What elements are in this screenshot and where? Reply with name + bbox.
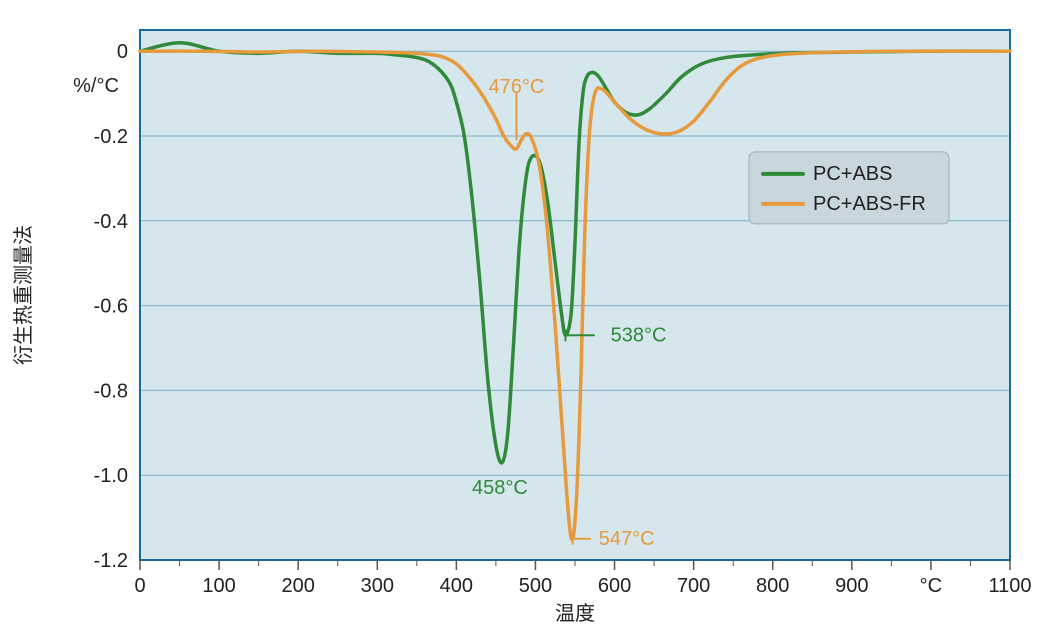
- y-tick-label: -1.0: [94, 465, 128, 487]
- x-tick-label: 800: [756, 575, 789, 597]
- peak-annotation: 538°C: [611, 324, 667, 346]
- dtg-chart-container: 0 100 200 300 400 500 600 700 800 900 °C 1100 0 -0.2 -…: [0, 0, 1051, 640]
- y-unit-label: %/°C: [73, 75, 119, 97]
- y-tick-label: -0.2: [94, 126, 128, 148]
- x-tick-label: 900: [835, 575, 868, 597]
- x-tick-label: °C: [920, 575, 942, 597]
- x-tick-label: 500: [519, 575, 552, 597]
- x-tick-label: 600: [598, 575, 631, 597]
- y-tick-label: -0.4: [94, 211, 128, 233]
- legend-label: PC+ABS: [813, 163, 892, 185]
- x-tick-label: 0: [134, 575, 145, 597]
- x-tick-label: 700: [677, 575, 710, 597]
- y-tick-label: -0.6: [94, 296, 128, 318]
- dtg-chart: 0 100 200 300 400 500 600 700 800 900 °C 1100 0 -0.2 -…: [0, 0, 1051, 640]
- y-axis-label: 衍生热重测量法: [12, 225, 35, 365]
- peak-annotation: 458°C: [472, 477, 528, 499]
- x-tick-label: 400: [440, 575, 473, 597]
- y-tick-label: -1.2: [94, 550, 128, 572]
- legend-label: PC+ABS-FR: [813, 193, 926, 215]
- peak-annotation: 547°C: [599, 528, 655, 550]
- x-tick-label: 100: [202, 575, 235, 597]
- y-tick-label: 0: [117, 41, 128, 63]
- x-tick-label: 1100: [988, 575, 1031, 597]
- y-tick-label: -0.8: [94, 380, 128, 402]
- x-tick-label: 300: [361, 575, 394, 597]
- x-tick-label: 200: [281, 575, 314, 597]
- peak-annotation: 476°C: [489, 76, 545, 98]
- x-axis-label: 温度: [555, 602, 595, 625]
